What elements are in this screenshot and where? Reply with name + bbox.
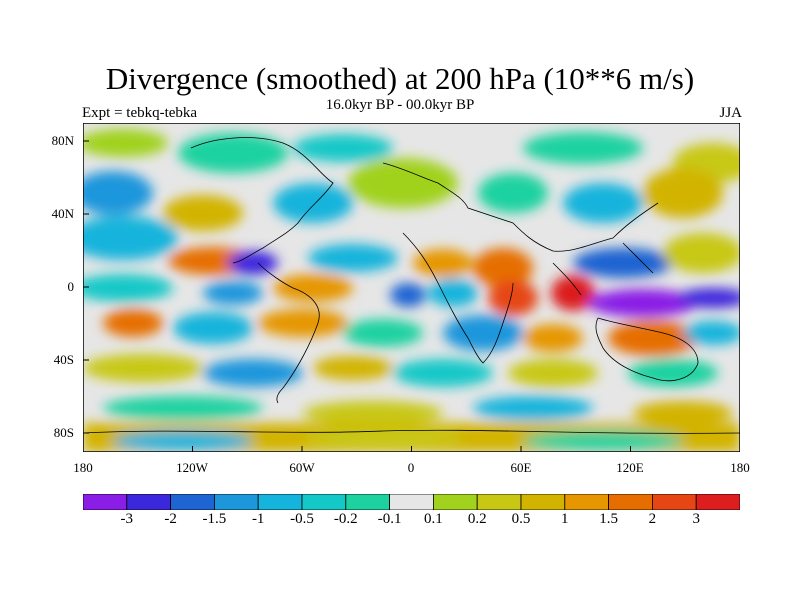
colorbar-box — [301, 494, 347, 510]
colorbar-label: 2 — [648, 511, 657, 527]
colorbar-label: -3 — [120, 511, 134, 527]
lat-label-40n: 40N — [51, 206, 74, 221]
colorbar-box — [345, 494, 390, 510]
season-label: JJA — [719, 105, 742, 121]
axis-ticks — [83, 140, 740, 452]
plot-title: Divergence (smoothed) at 200 hPa (10**6 … — [105, 61, 695, 96]
colorbar-label: -1 — [251, 511, 265, 527]
colorbar-label: 0.2 — [467, 511, 487, 527]
lon-label-60w: 60W — [289, 460, 315, 475]
colorbar-label: -2 — [164, 511, 177, 527]
colorbar-box — [695, 494, 740, 510]
colorbar-box — [520, 494, 566, 510]
colorbar-box — [83, 494, 128, 510]
colorbar-label: -0.5 — [290, 511, 314, 527]
colorbar-label: 1 — [561, 511, 569, 527]
lon-label-0: 0 — [407, 460, 415, 475]
experiment-label: Expt = tebkq-tebka — [82, 105, 198, 121]
lon-label-180e: 180 — [730, 460, 750, 475]
colorbar-box — [126, 494, 171, 510]
colorbar-label: 1.5 — [599, 511, 618, 527]
colorbar-box — [476, 494, 522, 510]
colorbar-box — [608, 494, 653, 510]
colorbar-box — [257, 494, 303, 510]
lat-label-80s: 80S — [53, 425, 74, 440]
lon-label-60e: 60E — [510, 460, 532, 475]
divergence-map — [83, 123, 740, 452]
colorbar-box — [170, 494, 215, 510]
colorbar-label: -1.5 — [202, 511, 227, 527]
colorbar-box — [213, 494, 259, 510]
divergence-field — [83, 129, 740, 452]
lon-label-120w: 120W — [176, 460, 208, 475]
colorbar-box — [652, 494, 697, 510]
lat-label-0: 0 — [67, 279, 75, 294]
lat-label-80n: 80N — [51, 133, 74, 148]
plot-subtitle: 16.0kyr BP - 00.0kyr BP — [325, 97, 475, 113]
lon-label-120e: 120E — [616, 460, 644, 475]
colorbar-label: 0.1 — [424, 511, 443, 527]
lat-label-40s: 40S — [53, 352, 74, 367]
colorbar-box — [389, 494, 434, 510]
colorbar-box — [432, 494, 478, 510]
coastlines — [83, 137, 740, 434]
colorbar — [83, 494, 740, 510]
colorbar-box — [564, 494, 609, 510]
lon-label-180w: 180 — [73, 460, 93, 475]
colorbar-label: -0.2 — [333, 511, 358, 527]
colorbar-label: -0.1 — [377, 511, 402, 527]
colorbar-label: 0.5 — [511, 511, 531, 527]
colorbar-label: 3 — [692, 511, 700, 527]
